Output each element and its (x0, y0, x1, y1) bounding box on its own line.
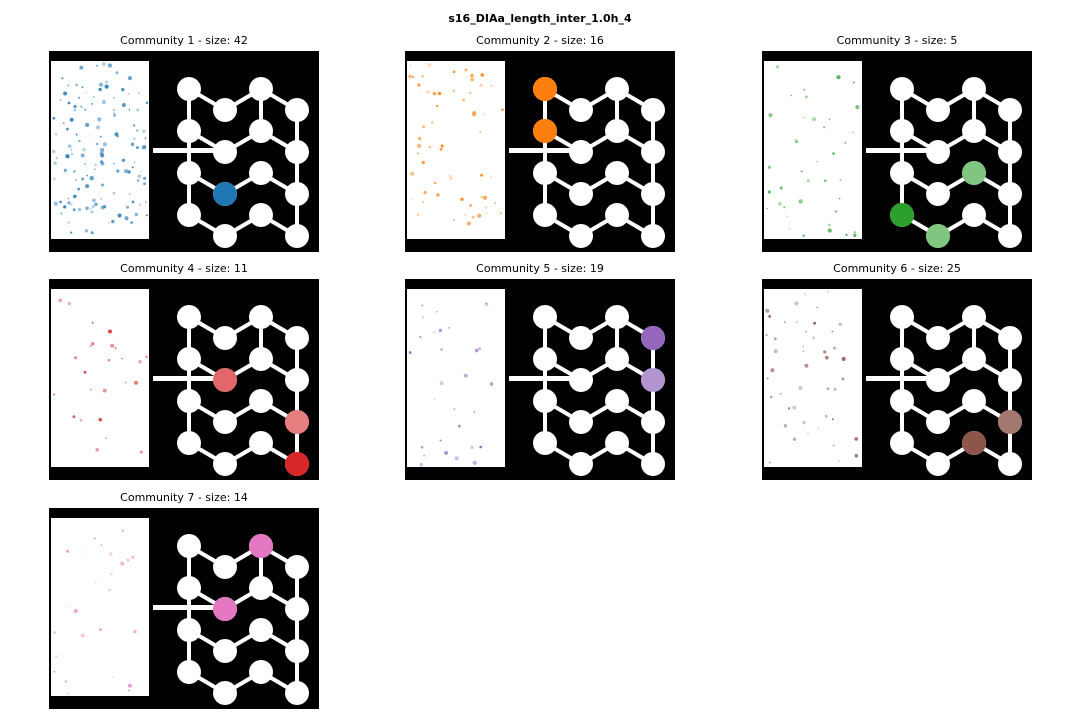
panel-title: Community 2 - size: 16 (476, 34, 604, 47)
speckle-texture (53, 529, 137, 695)
community-image (49, 508, 319, 709)
speckle-texture (766, 65, 860, 238)
panel-title: Community 5 - size: 19 (476, 262, 604, 275)
community-image (405, 51, 675, 252)
community-image (762, 51, 1032, 252)
speckle-texture (53, 298, 148, 454)
community-image (49, 279, 319, 480)
speckle-texture (408, 63, 504, 226)
panel-title: Community 6 - size: 25 (833, 262, 961, 275)
panel-title: Community 4 - size: 11 (120, 262, 248, 275)
speckle-texture (408, 302, 494, 467)
speckle-texture (52, 62, 149, 235)
panel-title: Community 3 - size: 5 (836, 34, 958, 47)
figure-title: s16_DIAa_length_inter_1.0h_4 (448, 12, 632, 25)
community-image (49, 51, 319, 252)
panel-title: Community 1 - size: 42 (120, 34, 248, 47)
community-image (405, 279, 675, 480)
panel-title: Community 7 - size: 14 (120, 491, 248, 504)
speckle-texture (765, 290, 859, 464)
community-image (762, 279, 1032, 480)
